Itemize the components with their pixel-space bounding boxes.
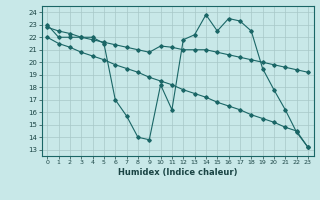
X-axis label: Humidex (Indice chaleur): Humidex (Indice chaleur): [118, 168, 237, 177]
